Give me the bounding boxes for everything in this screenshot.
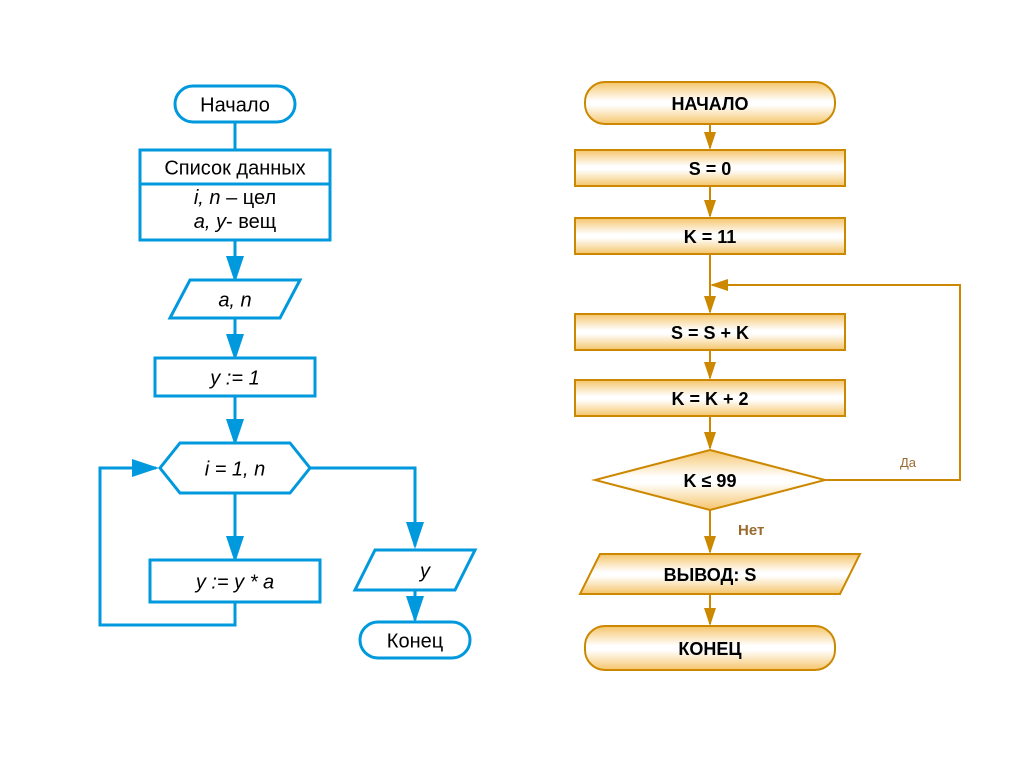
r-s0-label: S = 0 xyxy=(689,159,732,179)
right-flowchart: НАЧАЛО S = 0 K = 11 S = S + K K = K + 2 xyxy=(575,82,960,670)
loop-body-node: y := y * a xyxy=(150,560,320,602)
r-end-node: КОНЕЦ xyxy=(585,626,835,670)
assign-label: y := 1 xyxy=(208,367,259,389)
r-end-label: КОНЕЦ xyxy=(678,639,742,659)
r-cond-label: K ≤ 99 xyxy=(684,471,737,491)
loop-exit-connector xyxy=(310,468,415,546)
output-label: y xyxy=(418,560,431,582)
r-start-label: НАЧАЛО xyxy=(671,94,748,114)
datalist-line2: a, y- вещ xyxy=(194,211,276,233)
r-output-label: ВЫВОД: S xyxy=(664,565,757,585)
r-ssk-node: S = S + K xyxy=(575,314,845,350)
output-node: y xyxy=(355,550,475,590)
body-label: y := y * a xyxy=(194,571,274,593)
r-start-node: НАЧАЛО xyxy=(585,82,835,124)
loop-node: i = 1, n xyxy=(160,443,310,493)
r-k11-label: K = 11 xyxy=(684,227,737,247)
assign-node: y := 1 xyxy=(155,358,315,396)
datalist-line1: i, n – цел xyxy=(194,187,276,209)
end-node: Конец xyxy=(360,622,470,658)
r-kk2-label: K = K + 2 xyxy=(671,389,748,409)
r-k11-node: K = 11 xyxy=(575,218,845,254)
no-label: Нет xyxy=(738,522,764,539)
input-label: a, n xyxy=(218,289,251,311)
flowcharts-canvas: Начало Список данных i, n – цел a, y- ве… xyxy=(0,0,1024,767)
r-kk2-node: K = K + 2 xyxy=(575,380,845,416)
r-ssk-label: S = S + K xyxy=(671,323,749,343)
r-cond-node: K ≤ 99 xyxy=(595,450,825,510)
datalist-title: Список данных xyxy=(164,157,305,179)
yes-label: Да xyxy=(900,455,917,470)
start-label: Начало xyxy=(200,94,270,116)
input-node: a, n xyxy=(170,280,300,318)
r-output-node: ВЫВОД: S xyxy=(580,554,860,594)
datalist-node: Список данных i, n – цел a, y- вещ xyxy=(140,150,330,240)
loop-label: i = 1, n xyxy=(205,458,266,480)
end-label: Конец xyxy=(387,630,443,652)
start-node: Начало xyxy=(175,86,295,122)
r-s0-node: S = 0 xyxy=(575,150,845,186)
left-flowchart: Начало Список данных i, n – цел a, y- ве… xyxy=(100,86,475,658)
